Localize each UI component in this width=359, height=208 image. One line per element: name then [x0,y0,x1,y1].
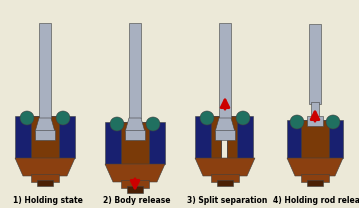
Text: 3) Split separation: 3) Split separation [187,196,267,205]
Bar [15,116,75,158]
Bar [35,130,55,140]
Bar [219,23,231,118]
Bar [309,24,321,104]
Bar [287,120,343,158]
Bar [301,174,329,182]
Circle shape [200,111,214,125]
Bar [31,174,59,182]
Bar [211,116,221,158]
Polygon shape [125,118,145,132]
Bar [121,122,149,164]
Circle shape [236,111,250,125]
Bar [311,102,319,118]
Circle shape [146,117,160,131]
Bar [39,23,51,118]
Polygon shape [287,158,343,176]
Bar [227,116,253,158]
Polygon shape [215,118,235,132]
Bar [307,116,323,126]
Bar [301,120,329,158]
Polygon shape [35,118,55,132]
Text: 2) Body release: 2) Body release [103,196,171,205]
Bar [211,174,239,182]
Polygon shape [105,164,165,182]
Bar [195,116,221,158]
Circle shape [326,115,340,129]
Bar [121,180,149,188]
Circle shape [56,111,70,125]
Text: 1) Holding state: 1) Holding state [13,196,83,205]
Polygon shape [195,158,255,176]
Bar [217,180,233,186]
Polygon shape [15,158,75,176]
Circle shape [290,115,304,129]
Bar [215,130,235,140]
Bar [127,186,143,193]
Circle shape [20,111,34,125]
Bar [37,180,53,186]
Text: 4) Holding rod release: 4) Holding rod release [273,196,359,205]
Bar [129,23,141,118]
Bar [307,180,323,186]
Circle shape [110,117,124,131]
Bar [125,130,145,140]
Bar [227,116,237,158]
Bar [105,122,165,164]
Bar [31,116,59,158]
